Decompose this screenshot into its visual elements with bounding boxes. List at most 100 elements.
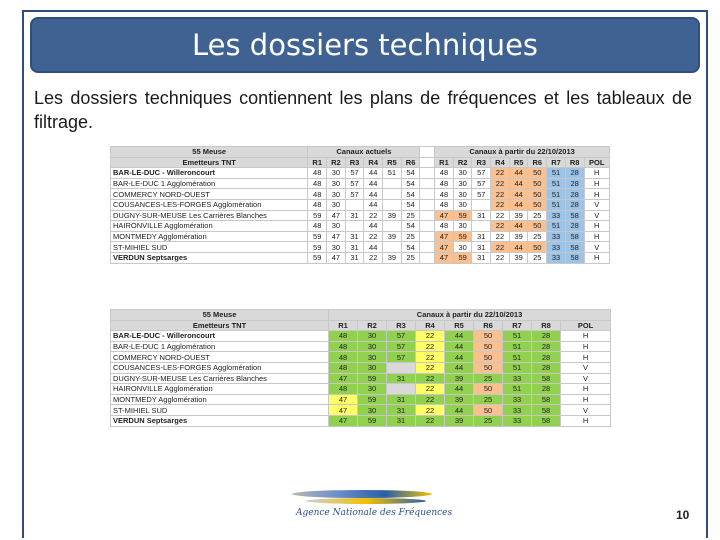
channel-cell: 57: [471, 177, 492, 190]
channel-cell: H: [583, 167, 610, 179]
channel-cell: 25: [527, 209, 548, 222]
column-gap: [419, 177, 436, 190]
channel-cell: 48: [434, 198, 454, 211]
channel-cell: 39: [508, 209, 529, 222]
channel-cell: 28: [564, 188, 585, 200]
channel-cell: 33: [502, 404, 532, 416]
channel-cell: [344, 198, 365, 211]
channel-cell: 50: [473, 340, 503, 353]
emitter-name: MONTMEDY Agglomération: [110, 393, 329, 406]
dept-header: 55 Meuse: [110, 309, 329, 321]
channel-cell: 48: [328, 361, 358, 374]
channel-cell: 22: [490, 230, 510, 243]
channel-cell: 22: [490, 188, 510, 200]
column-gap: [419, 230, 436, 243]
channel-cell: 25: [400, 209, 421, 222]
emitter-name: HAIRONVILLE Agglomération: [109, 220, 309, 232]
slide-title: Les dossiers techniques: [191, 28, 539, 62]
slide-frame: [22, 10, 708, 538]
channel-cell: 48: [328, 330, 358, 342]
channel-cell: 48: [434, 167, 454, 179]
channel-cell: 30: [452, 177, 473, 190]
channel-cell: 58: [531, 393, 561, 406]
channel-cell: V: [583, 241, 610, 253]
channel-cell: 44: [444, 351, 474, 363]
emitter-name: BAR-LE-DUC - Willeroncourt: [110, 330, 329, 342]
channel-cell: 58: [531, 414, 561, 427]
channel-cell: [382, 188, 402, 200]
channel-cell: 57: [471, 188, 492, 200]
channel-cell: 50: [473, 383, 503, 395]
channel-cell: 30: [357, 330, 387, 342]
channel-cell: 33: [502, 414, 532, 427]
channel-cell: 54: [400, 167, 421, 179]
channel-cell: 39: [444, 372, 474, 385]
channel-cell: 31: [386, 404, 416, 416]
column-header: R3: [386, 319, 416, 332]
emitter-name: BAR-LE-DUC - Willeroncourt: [109, 167, 309, 179]
channel-cell: 33: [546, 241, 566, 253]
channel-cell: 44: [363, 188, 384, 200]
column-gap: [419, 146, 436, 158]
table-row: COMMERCY NORD-OUEST 48 30 57 44 54 48 30 57 22 44 5…: [109, 188, 610, 200]
channel-cell: 51: [502, 351, 532, 363]
channel-cell: 58: [564, 209, 585, 222]
column-gap: [419, 156, 436, 169]
channel-cell: 39: [508, 251, 529, 264]
emitter-name: COUSANCES-LES-FORGES Agglomération: [109, 198, 309, 211]
channel-cell: 22: [363, 251, 384, 264]
channel-cell: 44: [508, 177, 529, 190]
channel-cell: 48: [328, 340, 358, 353]
channel-cell: 50: [527, 167, 548, 179]
channel-cell: 25: [400, 230, 421, 243]
emitter-header: Emetteurs TNT: [110, 319, 329, 332]
channel-cell: 28: [531, 361, 561, 374]
channel-cell: 58: [531, 372, 561, 385]
dept-header: 55 Meuse: [109, 146, 309, 158]
channel-cell: 59: [307, 241, 328, 253]
emitter-name: COMMERCY NORD-OUEST: [110, 351, 329, 363]
channel-cell: 51: [502, 330, 532, 342]
channel-cell: 57: [386, 340, 416, 353]
future-channels-header: Canaux à partir du 22/10/2013: [434, 146, 610, 158]
channel-cell: 39: [382, 230, 402, 243]
channel-cell: 47: [326, 251, 346, 264]
column-gap: [419, 220, 436, 232]
channel-cell: 44: [508, 220, 529, 232]
channel-cell: 30: [357, 383, 387, 395]
channel-cell: 47: [328, 414, 358, 427]
channel-cell: 51: [546, 177, 566, 190]
table-row: HAIRONVILLE Agglomération 48 30 22 44 50 51 28 H: [110, 383, 612, 395]
future-channels-header: Canaux à partir du 22/10/2013: [327, 309, 612, 321]
logo-swoosh: [306, 498, 426, 504]
channel-cell: 44: [363, 167, 384, 179]
channel-cell: 47: [434, 251, 454, 264]
column-header: POL: [559, 319, 612, 332]
column-header: R3: [471, 156, 492, 169]
channel-cell: 50: [527, 198, 548, 211]
column-header: POL: [583, 156, 610, 169]
channel-cell: 31: [386, 372, 416, 385]
channel-cell: [344, 220, 365, 232]
column-gap: [419, 209, 436, 222]
column-gap: [419, 188, 436, 200]
channel-cell: 22: [363, 230, 384, 243]
channel-cell: 28: [531, 383, 561, 395]
channel-cell: 44: [363, 220, 384, 232]
column-header: R1: [307, 156, 328, 169]
emitter-name: VERDUN Septsarges: [110, 414, 329, 427]
table-row: VERDUN Septsarges 47 59 31 22 39 25 33 58 H: [110, 414, 612, 427]
channel-cell: 47: [434, 241, 454, 253]
column-header: R4: [490, 156, 510, 169]
channel-cell: H: [559, 351, 612, 363]
channel-cell: 51: [546, 167, 566, 179]
channel-cell: 44: [363, 177, 384, 190]
channel-cell: 59: [307, 251, 328, 264]
channel-cell: V: [583, 209, 610, 222]
channel-cell: 47: [434, 209, 454, 222]
channel-cell: 59: [307, 230, 328, 243]
channel-cell: 48: [434, 177, 454, 190]
channel-cell: V: [559, 361, 612, 374]
table-subheader-row: Emetteurs TNT R1 R2 R3 R4 R5 R6 R7 R8 POL: [110, 319, 612, 332]
emitter-name: COUSANCES-LES-FORGES Agglomération: [110, 361, 329, 374]
